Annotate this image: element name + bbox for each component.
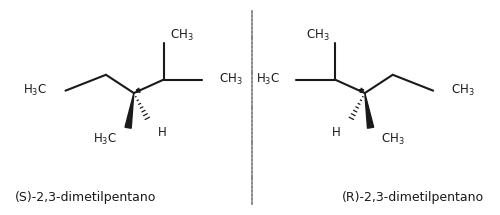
Text: CH$_3$: CH$_3$ <box>306 28 330 43</box>
Text: H$_3$C: H$_3$C <box>23 83 47 98</box>
Text: H$_3$C: H$_3$C <box>256 72 280 87</box>
Text: CH$_3$: CH$_3$ <box>219 72 242 87</box>
Text: H: H <box>332 126 341 139</box>
Text: (S)-2,3-dimetilpentano: (S)-2,3-dimetilpentano <box>15 191 157 204</box>
Polygon shape <box>365 93 374 128</box>
Text: H$_3$C: H$_3$C <box>94 132 118 147</box>
Text: CH$_3$: CH$_3$ <box>452 83 475 98</box>
Text: (R)-2,3-dimetilpentano: (R)-2,3-dimetilpentano <box>342 191 484 204</box>
Polygon shape <box>125 93 134 128</box>
Text: H: H <box>158 126 166 139</box>
Text: CH$_3$: CH$_3$ <box>381 132 405 147</box>
Text: CH$_3$: CH$_3$ <box>170 28 194 43</box>
